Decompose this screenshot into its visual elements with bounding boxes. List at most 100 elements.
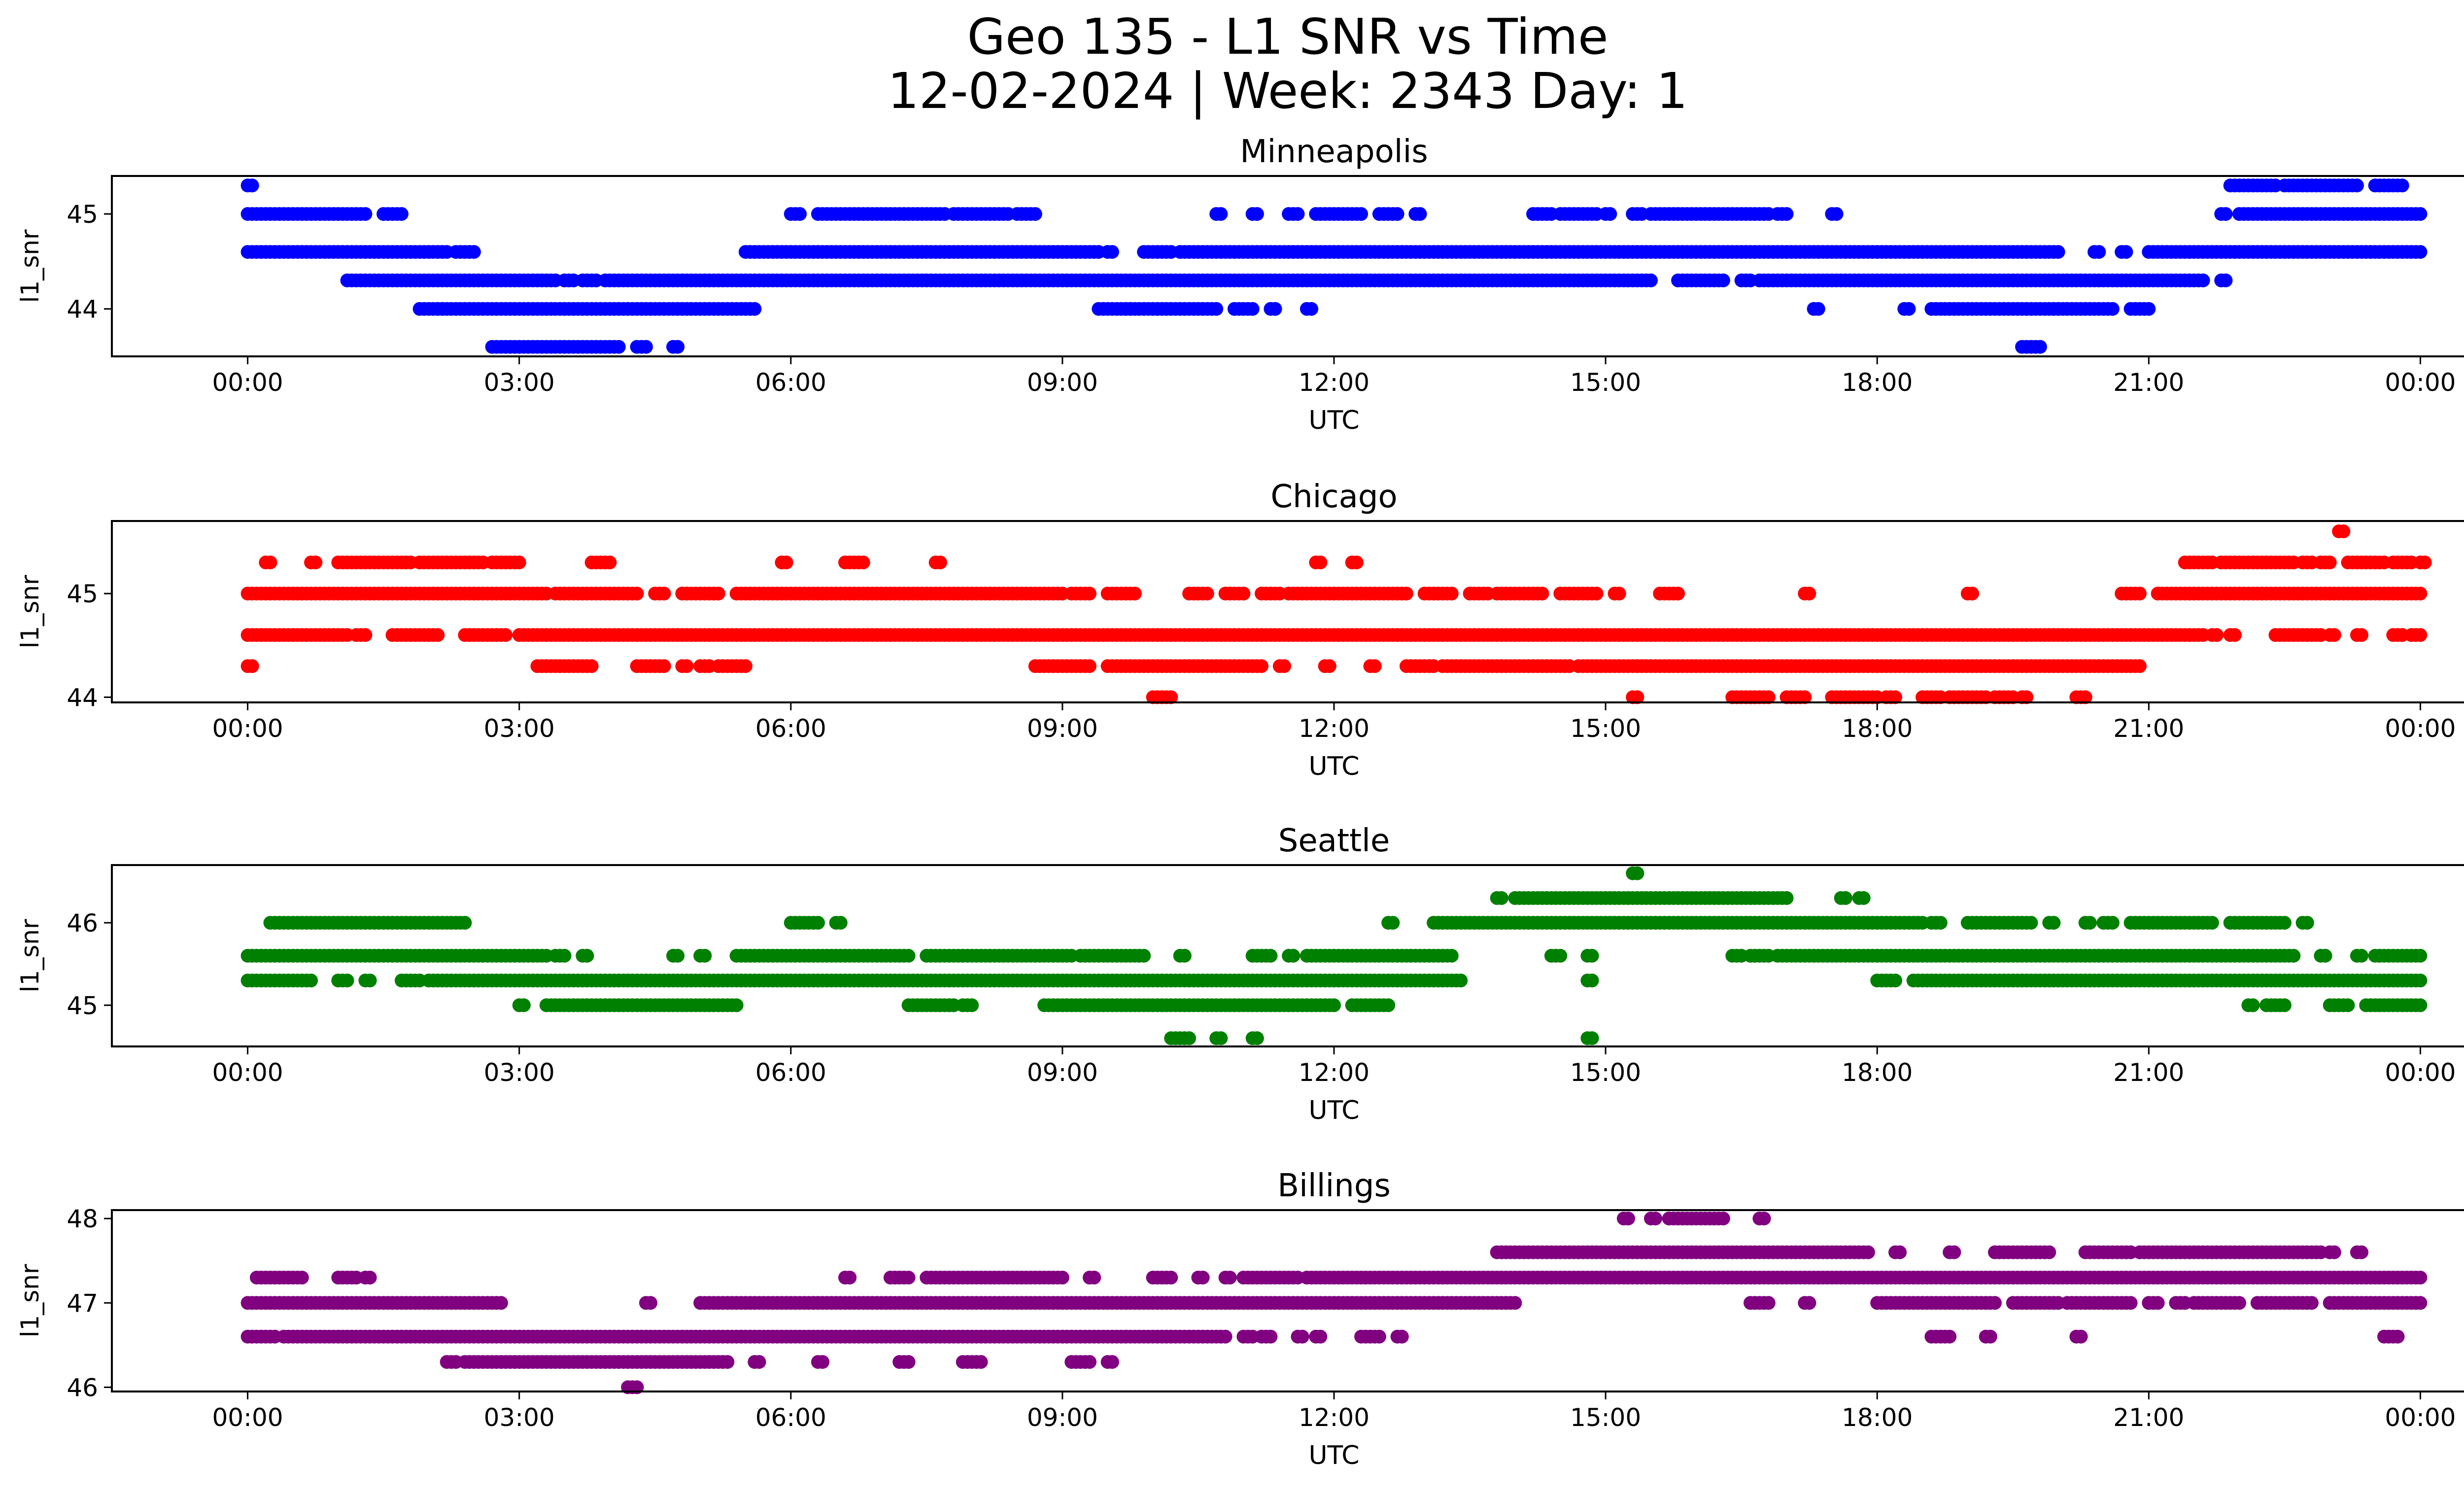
data-point: [1988, 1296, 2002, 1310]
x-tick-label: 00:00: [2385, 1403, 2456, 1432]
data-point: [2327, 1245, 2341, 1259]
data-point: [1214, 1031, 1228, 1045]
figure-title: Geo 135 - L1 SNR vs Time: [967, 8, 1608, 66]
data-point: [1902, 302, 1916, 316]
data-point: [1621, 1212, 1635, 1226]
data-point: [1444, 587, 1459, 601]
data-point: [2413, 207, 2428, 221]
x-tick-label: 00:00: [212, 714, 283, 743]
data-point: [1028, 207, 1042, 221]
data-point: [580, 949, 594, 963]
data-point: [1264, 949, 1278, 963]
x-tick-label: 03:00: [484, 1403, 555, 1432]
data-point: [1128, 587, 1142, 601]
data-point: [1368, 659, 1382, 673]
data-point: [2246, 998, 2260, 1012]
data-point: [2350, 178, 2364, 193]
data-point: [2323, 556, 2337, 570]
data-point: [1313, 1329, 1328, 1344]
x-tick-label: 12:00: [1299, 368, 1369, 397]
x-tick-label: 06:00: [755, 1403, 826, 1432]
data-point: [1390, 207, 1404, 221]
axes-frame: [111, 520, 2464, 703]
data-point: [933, 556, 947, 570]
panel-title: Billings: [1277, 1168, 1391, 1204]
x-tick-label: 00:00: [212, 1058, 283, 1087]
data-point: [2287, 949, 2301, 963]
data-point: [2395, 178, 2409, 193]
data-point: [1255, 659, 1268, 673]
data-point: [2092, 245, 2106, 259]
x-tick-label: 00:00: [2385, 714, 2456, 743]
data-point: [1494, 891, 1508, 905]
panel-title: Seattle: [1278, 823, 1390, 859]
data-point: [1811, 302, 1825, 316]
data-point: [340, 973, 354, 988]
data-point: [2205, 916, 2219, 930]
data-point: [2042, 1245, 2056, 1259]
data-point: [557, 949, 572, 963]
data-point: [2277, 916, 2292, 930]
data-point: [1354, 207, 1369, 221]
data-point: [1250, 207, 1264, 221]
y-tick-label: 44: [67, 683, 98, 712]
data-point: [2083, 916, 2097, 930]
data-point: [738, 659, 753, 673]
y-tick-label: 45: [67, 991, 98, 1020]
data-point: [516, 998, 531, 1012]
data-point: [752, 1355, 766, 1369]
y-tick-label: 47: [67, 1289, 98, 1318]
data-point: [1083, 587, 1096, 601]
x-tick-label: 09:00: [1027, 1058, 1098, 1087]
data-point: [1838, 891, 1852, 905]
y-tick-label: 46: [67, 909, 98, 938]
figure-subtitle: 12-02-2024 | Week: 2343 Day: 1: [888, 62, 1688, 120]
data-point: [612, 340, 626, 354]
data-point: [2227, 628, 2242, 642]
data-point: [1322, 659, 1336, 673]
x-tick-label: 15:00: [1570, 1058, 1641, 1087]
data-point: [2105, 916, 2120, 930]
data-point: [1933, 916, 1948, 930]
data-point: [680, 659, 694, 673]
data-point: [308, 556, 323, 570]
y-axis-label: l1_snr: [16, 229, 44, 303]
y-tick-label: 45: [67, 200, 98, 229]
data-point: [1444, 949, 1459, 963]
data-point: [1671, 587, 1685, 601]
x-tick-label: 00:00: [2385, 1058, 2456, 1087]
data-point: [1245, 302, 1260, 316]
data-point: [2413, 998, 2428, 1012]
x-tick-label: 15:00: [1570, 368, 1641, 397]
panel-title: Chicago: [1270, 479, 1397, 515]
data-point: [1264, 1329, 1278, 1344]
data-point: [1395, 1329, 1409, 1344]
data-point: [901, 1355, 916, 1369]
data-point: [295, 1270, 309, 1285]
data-point: [1648, 1212, 1663, 1226]
data-point: [1893, 1245, 1907, 1259]
data-point: [2210, 628, 2224, 642]
data-point: [1965, 587, 1980, 601]
data-point: [1196, 1270, 1210, 1285]
data-point: [358, 628, 373, 642]
x-tick-label: 15:00: [1570, 714, 1641, 743]
data-point: [1182, 1031, 1197, 1045]
data-point: [2300, 916, 2314, 930]
panel-title: Minneapolis: [1240, 134, 1428, 170]
data-point: [748, 302, 762, 316]
data-point: [512, 556, 526, 570]
data-point: [2413, 1296, 2428, 1310]
data-point: [833, 916, 848, 930]
data-point: [1295, 1329, 1309, 1344]
data-point: [711, 587, 725, 601]
data-point: [2196, 273, 2210, 287]
data-point: [974, 1355, 988, 1369]
data-point: [1214, 207, 1228, 221]
data-point: [1200, 587, 1214, 601]
data-point: [1535, 587, 1549, 601]
data-point: [965, 998, 979, 1012]
x-tick-label: 00:00: [2385, 368, 2456, 397]
data-point: [1780, 207, 1794, 221]
